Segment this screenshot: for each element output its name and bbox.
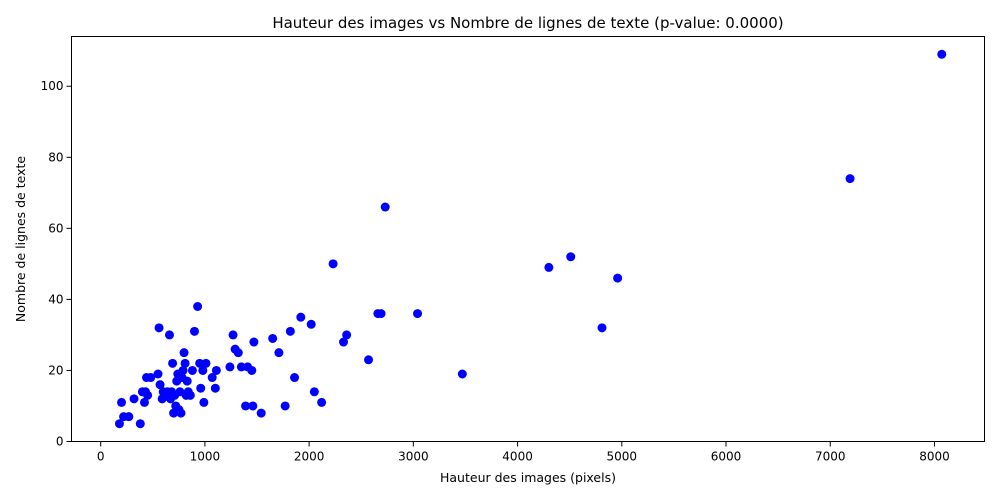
data-point (268, 333, 278, 343)
data-point (187, 365, 197, 375)
data-point (143, 390, 153, 400)
data-point (248, 401, 258, 411)
data-point (233, 348, 243, 358)
plot-area-frame (71, 36, 985, 442)
data-point (285, 326, 295, 336)
data-point (413, 309, 423, 319)
y-tick-label: 0 (56, 435, 64, 449)
data-point (296, 312, 306, 322)
data-point (210, 383, 220, 393)
data-point (178, 365, 188, 375)
data-point (328, 259, 338, 269)
data-point (280, 401, 290, 411)
chart-title: Hauteur des images vs Nombre de lignes d… (272, 14, 783, 32)
data-point (364, 355, 374, 365)
data-point (124, 412, 134, 422)
x-tick-label: 5000 (607, 450, 638, 464)
data-point (597, 323, 607, 333)
data-point (117, 397, 127, 407)
y-tick-label: 20 (48, 363, 63, 377)
data-point (613, 273, 623, 283)
x-tick-label: 4000 (502, 450, 533, 464)
y-tick-label: 100 (41, 79, 64, 93)
data-point (339, 337, 349, 347)
data-point (317, 397, 327, 407)
data-point (182, 376, 192, 386)
data-point (225, 362, 235, 372)
data-point (274, 348, 284, 358)
data-point (256, 408, 266, 418)
data-point (247, 365, 257, 375)
data-point (195, 358, 205, 368)
y-axis-ticks: 0 20 40 60 80 100 (41, 79, 72, 449)
x-tick-label: 2000 (294, 450, 325, 464)
data-point (129, 394, 139, 404)
y-tick-label: 80 (48, 150, 63, 164)
data-point (199, 397, 209, 407)
x-tick-label: 3000 (398, 450, 429, 464)
data-point (249, 337, 259, 347)
data-point (845, 174, 855, 184)
data-point (154, 323, 164, 333)
x-tick-label: 1000 (190, 450, 221, 464)
data-point (114, 419, 124, 429)
x-tick-label: 0 (97, 450, 105, 464)
data-point (135, 419, 145, 429)
x-tick-label: 7000 (815, 450, 846, 464)
y-axis-label: Nombre de lignes de texte (13, 156, 28, 322)
data-point (139, 397, 149, 407)
data-point (457, 369, 467, 379)
data-point (201, 358, 211, 368)
data-point (146, 373, 156, 383)
x-axis-ticks: 0 1000 2000 3000 4000 5000 6000 7000 8000 (97, 441, 950, 464)
data-point (179, 348, 189, 358)
data-point (342, 330, 352, 340)
data-point (198, 365, 208, 375)
data-point (155, 380, 165, 390)
data-point (189, 326, 199, 336)
data-point (937, 49, 947, 59)
data-point (544, 262, 554, 272)
data-point (236, 362, 246, 372)
data-points (114, 49, 947, 429)
data-point (309, 387, 319, 397)
data-point (207, 373, 217, 383)
data-point (566, 252, 576, 262)
x-tick-label: 8000 (919, 450, 950, 464)
data-point (290, 373, 300, 383)
data-point (228, 330, 238, 340)
data-point (176, 408, 186, 418)
data-point (185, 390, 195, 400)
y-tick-label: 40 (48, 292, 63, 306)
data-point (193, 302, 203, 311)
data-point (380, 202, 390, 212)
y-tick-label: 60 (48, 221, 63, 235)
x-tick-label: 6000 (711, 450, 742, 464)
data-point (196, 383, 206, 393)
data-point (153, 369, 163, 379)
data-point (211, 365, 221, 375)
data-point (164, 330, 174, 340)
data-point (376, 309, 386, 319)
x-axis-label: Hauteur des images (pixels) (440, 470, 616, 485)
data-point (241, 401, 251, 411)
data-point (306, 319, 316, 329)
data-point (180, 358, 190, 368)
data-point (168, 358, 178, 368)
